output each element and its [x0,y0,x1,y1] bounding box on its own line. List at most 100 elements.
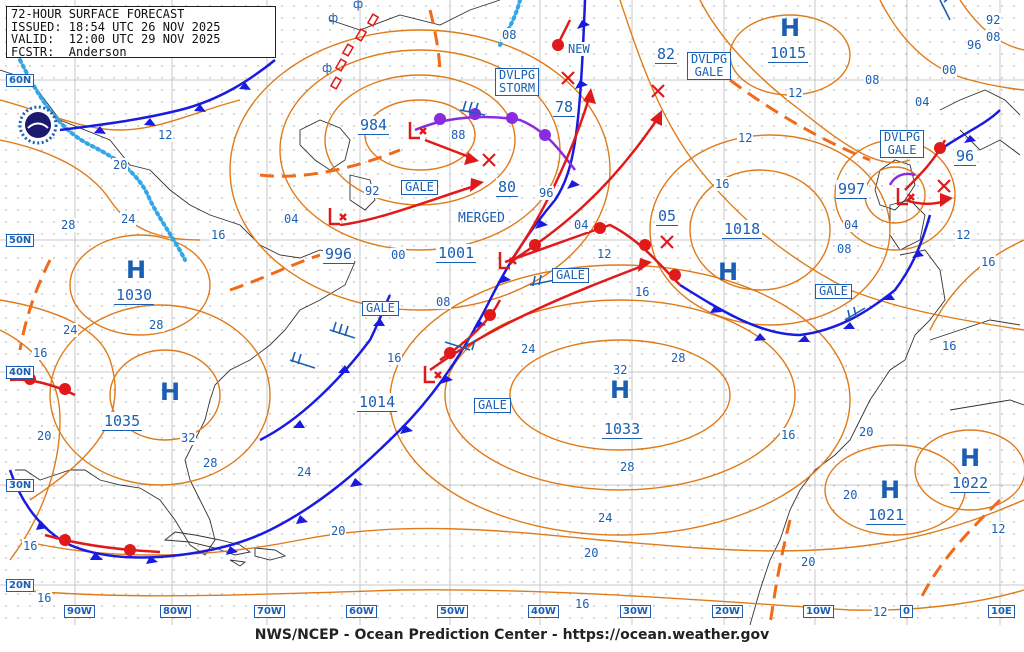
isobar-label: 08 [985,30,1002,44]
lon-label-80w: 80W [160,605,191,618]
isobar-label: 92 [364,184,381,198]
isobar-label: 16 [36,591,53,605]
isobar-label: 16 [386,351,403,365]
high-letter: H [780,14,801,42]
iceberg-symbols [329,13,380,90]
lat-label-20n: 20N [6,579,35,592]
isobar-label: 28 [619,460,636,474]
forecast-header: 72-HOUR SURFACE FORECAST ISSUED: 18:54 U… [6,6,276,58]
lon-label-60w: 60W [346,605,377,618]
isobar-label: 12 [737,131,754,145]
isobar-label: 20 [583,546,600,560]
isobar-label: 00 [390,248,407,262]
isobar-label: 04 [283,212,300,226]
isobar-label: 96 [966,38,983,52]
lat-label-30n: 30N [6,479,35,492]
low-pressure-value: 82 [655,45,678,64]
isobar-label: 08 [836,242,853,256]
lon-label-40w: 40W [528,605,559,618]
isobar-label: 28 [60,218,77,232]
isobar-label: 16 [780,428,797,442]
isobar-label: 12 [872,605,889,619]
high-pressure-value: 1033 [602,420,643,439]
isobar-label: 24 [120,212,137,226]
new-label: NEW [568,42,590,56]
footer-credit: NWS/NCEP - Ocean Prediction Center - htt… [254,627,770,643]
cold-front-pips [36,20,976,564]
high-letter: H [160,378,181,406]
high-letter: H [880,476,901,504]
isobar-label: 20 [858,425,875,439]
header-forecaster: FCSTR: Anderson [11,44,127,59]
developing-storm-box: DVLPG STORM [495,68,540,96]
gale-warning-box: GALE [362,301,399,316]
low-pressure-value: 1014 [357,393,398,412]
isobar-label: 16 [634,285,651,299]
gale-warning-box: GALE [401,180,438,195]
lon-label-10e: 10E [988,605,1015,618]
svg-text:ф: ф [322,61,332,75]
graticule [0,0,1024,625]
svg-text:ф: ф [328,11,338,25]
isobar-label: 96 [538,186,555,200]
isobar-label: 00 [941,63,958,77]
isobar-label: 16 [941,339,958,353]
isobar-label: 04 [843,218,860,232]
high-letter: H [610,376,631,404]
dot-grid [0,0,1024,625]
lat-label-60n: 60N [6,74,35,87]
isobar-label: 20 [36,429,53,443]
isobar-label: 08 [501,28,518,42]
isobar-label: 12 [596,247,613,261]
high-letter: H [126,256,147,284]
header-valid: VALID: 12:00 UTC 29 NOV 2025 [11,32,221,46]
low-pressure-value: 1001 [436,244,477,263]
isobar-label: 16 [22,539,39,553]
low-pressure-value: 78 [553,98,576,117]
high-pressure-value: 1018 [722,220,763,239]
isobar-label: 28 [148,318,165,332]
lon-label-0: 0 [900,605,913,618]
developing-gale-box: DVLPG GALE [687,52,732,80]
isobar-label: 12 [990,522,1007,536]
isobar-label: 24 [296,465,313,479]
lat-label-40n: 40N [6,366,35,379]
low-center-glyphs [328,122,915,384]
isobar-label: 08 [864,73,881,87]
high-pressure-value: 1022 [950,474,991,493]
isobar-label: 32 [180,431,197,445]
storm-track-arrowheads [464,88,953,272]
isobar-label: 16 [980,255,997,269]
isobar-label: 04 [914,95,931,109]
high-pressure-value: 1021 [866,506,907,525]
lat-label-50n: 50N [6,234,35,247]
isobar-label: 88 [450,128,467,142]
isobar-label: 20 [842,488,859,502]
high-pressure-value: 1030 [114,286,155,305]
isobar-label: 12 [157,128,174,142]
high-pressure-value: 1015 [768,44,809,63]
isobar-label: 32 [612,363,629,377]
warm-front-bumps [24,39,946,556]
gale-warning-box: GALE [474,398,511,413]
lon-label-20w: 20W [712,605,743,618]
developing-gale-box: DVLPG GALE [880,130,925,158]
header-title: 72-HOUR SURFACE FORECAST [11,7,185,21]
isobar-label: 92 [985,13,1002,27]
isobar-label: 16 [714,177,731,191]
isobar-label: 12 [955,228,972,242]
lon-label-90w: 90W [64,605,95,618]
isobar-label: 28 [202,456,219,470]
low-pressure-value: 984 [358,116,390,135]
isobar-label: 16 [210,228,227,242]
occluded-front [414,108,916,186]
isobar-label: 12 [787,86,804,100]
high-letter: H [718,258,739,286]
lon-label-70w: 70W [254,605,285,618]
merged-label: MERGED [458,211,505,226]
high-letter: H [960,444,981,472]
lon-label-10w: 10W [803,605,834,618]
header-issued: ISSUED: 18:54 UTC 26 NOV 2025 [11,19,221,34]
low-pressure-value: 997 [836,180,868,199]
forecast-position-markers [482,71,951,249]
